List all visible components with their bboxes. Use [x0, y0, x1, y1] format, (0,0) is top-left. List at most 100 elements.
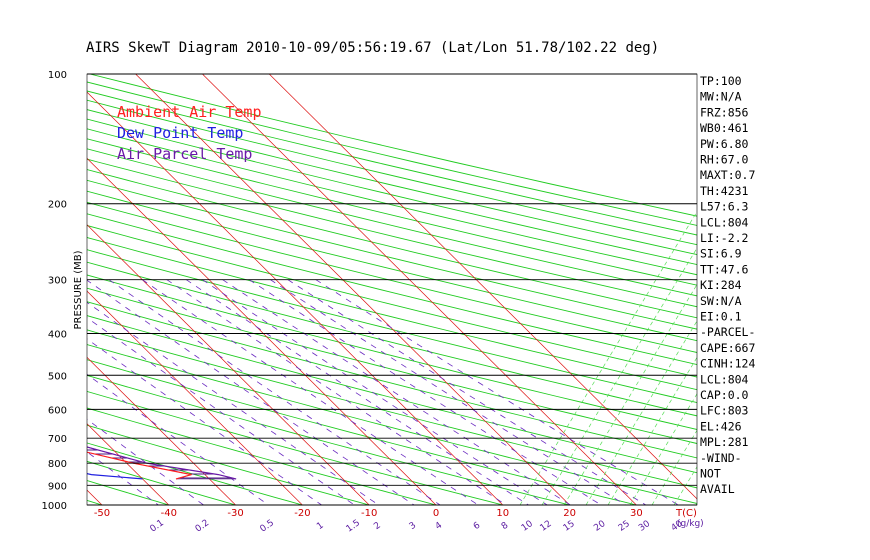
isotherm [87, 356, 236, 505]
stat-line: TP:100 [700, 74, 742, 88]
stat-line: WB0:461 [700, 121, 749, 135]
dry-adiabat [87, 138, 697, 286]
mixing-ratio-labels: 0.1 0.2 0.5 1 1.5 2 3 4 6 8 10 12 15 20 25 30 40 [148, 518, 685, 534]
stat-line: EL:426 [700, 419, 742, 433]
mixing-ratio-line [87, 338, 322, 505]
mixing-ratio-label: 20 [592, 519, 607, 534]
mixing-ratio-label: 4 [434, 520, 445, 532]
mixing-ratio-line [185, 279, 529, 505]
mixing-ratio-line [87, 373, 269, 505]
mixing-ratio-label: 15 [562, 519, 577, 534]
moist-adiabat [629, 393, 697, 505]
mixing-ratio-line [248, 279, 602, 505]
mixing-ratio-lines [87, 279, 679, 505]
legend-entry: Ambient Air Temp [117, 103, 262, 121]
pressure-tick: 600 [48, 405, 67, 416]
series-air-parcel-temp [87, 446, 237, 480]
isotherm [87, 224, 370, 505]
stat-line: CINH:124 [700, 357, 755, 371]
stat-line: CAPE:667 [700, 341, 755, 355]
mixing-ratio-line [222, 279, 571, 505]
stat-line: LI:-2.2 [700, 231, 748, 245]
pressure-tick: 300 [48, 276, 67, 287]
stat-line: NOT [700, 467, 721, 481]
bottom-temp-tick: -40 [161, 508, 177, 519]
bottom-temp-tick: -10 [361, 508, 377, 519]
stat-line: MPL:281 [700, 435, 749, 449]
mixing-ratio-label: 1 [315, 521, 325, 532]
stat-line: L57:6.3 [700, 200, 749, 214]
dry-adiabat [87, 190, 697, 342]
stat-line: TT:47.6 [700, 262, 749, 276]
bottom-temp-tick: -50 [94, 508, 110, 519]
stat-line: LCL:804 [700, 215, 749, 229]
moist-adiabat [541, 247, 697, 505]
isotherm [0, 74, 35, 505]
dry-adiabat [87, 261, 697, 417]
dry-adiabat [87, 329, 697, 489]
dry-adiabat [87, 148, 697, 297]
legend: Ambient Air Temp Dew Point Temp Air Parcel… [117, 103, 262, 163]
pressure-tick: 100 [48, 70, 67, 81]
bottom-temp-ticks: -50 -40 -30 -20 -10 0 10 20 30 [94, 508, 643, 519]
bottom-temp-tick: 0 [433, 508, 439, 519]
mixing-ratio-line [287, 279, 647, 505]
pressure-tick: 800 [48, 459, 67, 470]
mixing-ratio-label: 0.1 [148, 518, 165, 534]
isotherm [87, 157, 437, 505]
dry-adiabat [87, 274, 697, 430]
dry-adiabat [87, 287, 697, 444]
stat-line: LFC:803 [700, 404, 749, 418]
legend-entry: Dew Point Temp [117, 124, 243, 142]
mixing-ratio-line [87, 301, 379, 505]
dry-adiabat [87, 407, 437, 505]
dry-adiabat [87, 109, 697, 256]
dry-adiabat [87, 169, 697, 319]
dry-adiabat [87, 249, 697, 404]
isotherm [87, 91, 504, 505]
stat-line: CAP:0.0 [700, 388, 749, 402]
stat-line: SW:N/A [700, 294, 742, 308]
dry-adiabat [87, 201, 697, 353]
chart-title: AIRS SkewT Diagram 2010-10-09/05:56:19.6… [86, 40, 659, 56]
pressure-tick: 500 [48, 371, 67, 382]
isotherm [87, 423, 170, 505]
moist-adiabat [563, 283, 697, 505]
dry-adiabat [87, 118, 697, 266]
bottom-temp-unit: T(C) [675, 508, 697, 519]
stat-line: KI:284 [700, 278, 742, 292]
mixing-ratio-line [87, 317, 355, 505]
isotherms [0, 74, 697, 505]
stat-line: PW:6.80 [700, 137, 749, 151]
dry-adiabat [87, 179, 697, 330]
isotherm [268, 74, 697, 500]
stat-line: MAXT:0.7 [700, 168, 755, 182]
pressure-tick: 1000 [42, 501, 67, 512]
isotherm [202, 74, 637, 505]
isotherm [87, 290, 303, 505]
stat-line: TH:4231 [700, 184, 749, 198]
stat-line: AVAIL [700, 482, 735, 496]
stat-line: LCL:804 [700, 372, 749, 386]
dry-adiabat [87, 128, 697, 276]
dry-adiabat [87, 390, 503, 505]
profile-lines [87, 446, 237, 480]
mixing-ratio-label: 3 [408, 521, 418, 532]
mixing-ratio-line [202, 279, 548, 505]
bottom-temp-tick: -20 [294, 508, 310, 519]
stat-line: FRZ:856 [700, 105, 749, 119]
pressure-tick: 200 [48, 200, 67, 211]
bottom-temp-tick: 30 [630, 508, 643, 519]
mixing-ratio-unit: (g/kg) [677, 519, 704, 529]
dry-adiabat [87, 225, 697, 378]
dry-adiabat [87, 237, 697, 391]
dry-adiabat [87, 374, 570, 505]
legend-entry: Air Parcel Temp [117, 145, 252, 163]
dry-adiabat [87, 301, 697, 459]
dry-adiabat [87, 359, 637, 505]
mixing-ratio-label: 30 [637, 519, 652, 534]
stat-line: SI:6.9 [700, 247, 742, 261]
dry-adiabat [87, 460, 236, 505]
